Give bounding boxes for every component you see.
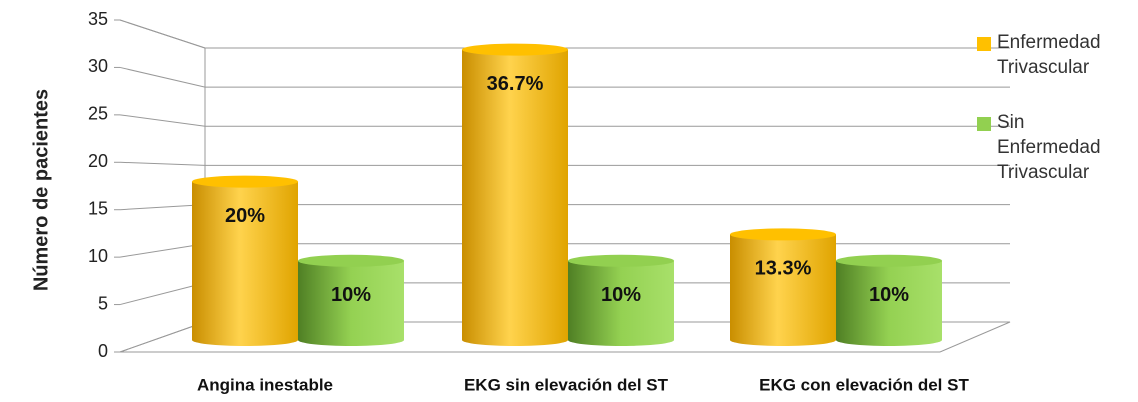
grid-line	[119, 66, 206, 88]
y-tick-label: 35	[88, 9, 108, 29]
y-tick-label: 5	[98, 293, 108, 313]
cylinder	[836, 254, 942, 346]
legend-label: Enfermedad Trivascular	[997, 32, 1101, 78]
grid-line	[119, 321, 206, 353]
cylinder	[298, 254, 404, 346]
bar	[730, 234, 836, 346]
y-tick-label: 0	[98, 341, 108, 361]
bar	[192, 181, 298, 346]
grid-line	[119, 161, 206, 166]
cylinder	[192, 175, 298, 346]
legend-item: Enfermedad Trivascular	[975, 30, 1105, 80]
x-tick-label: EKG con elevación del ST	[759, 375, 969, 394]
data-label: 10%	[331, 284, 371, 306]
y-axis-label: Número de pacientes	[30, 89, 52, 291]
x-tick-label: EKG sin elevación del ST	[464, 375, 669, 394]
grid-line	[119, 282, 206, 306]
grid-line	[119, 19, 206, 49]
data-label: 20%	[225, 205, 265, 227]
bar-cap	[192, 175, 298, 188]
grid-line	[119, 114, 206, 127]
y-tick-label: 30	[88, 56, 108, 76]
y-tick-label: 10	[88, 246, 108, 266]
cylinder	[730, 228, 836, 346]
bar	[836, 260, 942, 346]
legend-swatch	[977, 117, 991, 131]
bar-cap	[298, 254, 404, 267]
legend-label: Sin Enfermedad Trivascular	[997, 112, 1101, 183]
data-label: 36.7%	[487, 73, 544, 95]
y-tick-label: 20	[88, 151, 108, 171]
bar	[462, 49, 568, 346]
bar-cap	[462, 43, 568, 56]
y-tick-label: 25	[88, 104, 108, 124]
bar-cap	[836, 254, 942, 267]
bar	[568, 260, 674, 346]
x-tick-label: Angina inestable	[197, 375, 333, 394]
cylinder	[568, 254, 674, 346]
bar-cap	[568, 254, 674, 267]
data-label: 10%	[601, 284, 641, 306]
data-label: 13.3%	[755, 258, 812, 280]
bar-cap	[730, 228, 836, 241]
bar	[298, 260, 404, 346]
data-label: 10%	[869, 284, 909, 306]
legend-swatch	[977, 37, 991, 51]
cylinder	[462, 43, 568, 346]
legend: Enfermedad Trivascular Sin Enfermedad Tri…	[975, 30, 1105, 215]
grid-line	[119, 204, 206, 211]
grid-line	[119, 243, 206, 258]
y-tick-label: 15	[88, 198, 108, 218]
legend-item: Sin Enfermedad Trivascular	[975, 110, 1105, 185]
